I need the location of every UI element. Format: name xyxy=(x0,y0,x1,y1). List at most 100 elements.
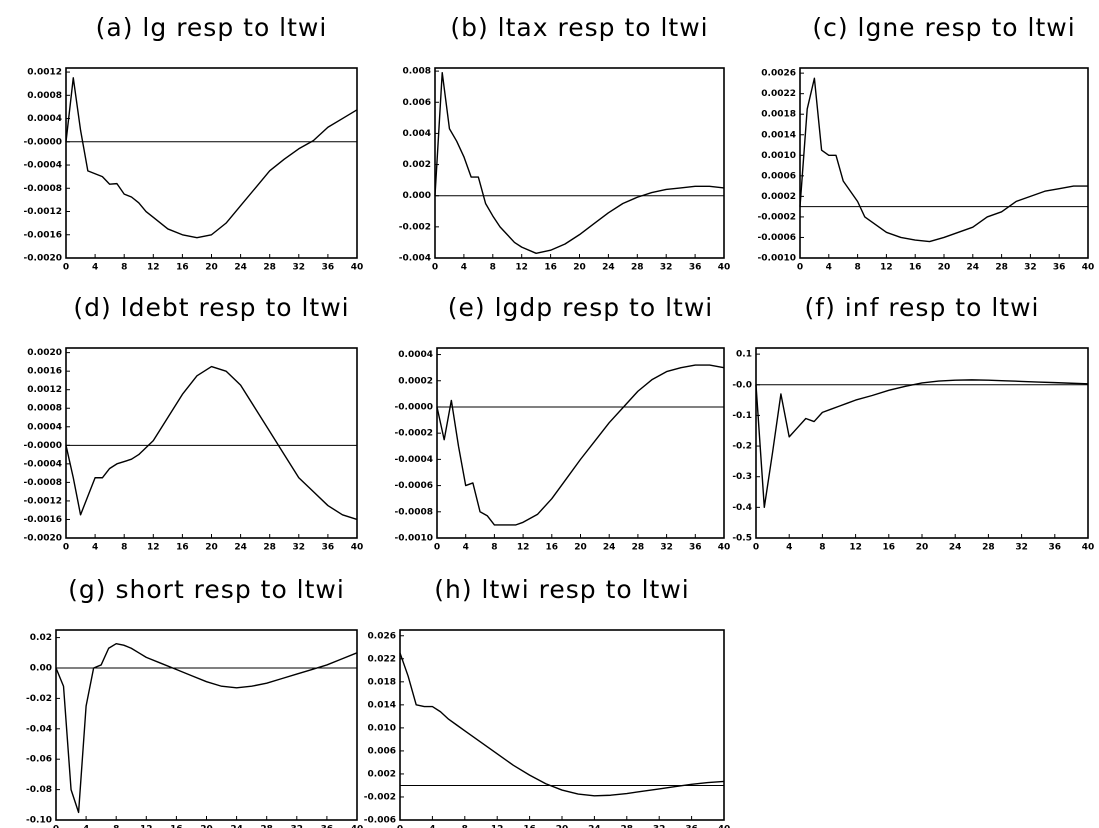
y-tick-label: -0.0004 xyxy=(24,161,62,171)
x-tick-label: 16 xyxy=(170,825,183,828)
x-tick-label: 8 xyxy=(462,825,468,828)
panel: (d) ldebt resp to ltwi 0.0020 0.0016 0.0012… xyxy=(24,293,364,553)
x-tick-label: 28 xyxy=(982,543,995,553)
y-tick-label: -0.006 xyxy=(364,816,396,826)
y-tick-label: -0.0008 xyxy=(24,478,62,488)
y-tick-label: -0.0008 xyxy=(24,184,62,194)
response-line xyxy=(436,364,725,526)
x-tick-label: 32 xyxy=(291,825,304,828)
y-tick-label: 0.0018 xyxy=(761,110,796,120)
y-tick-label: -0.0004 xyxy=(24,459,62,469)
panel: (a) lg resp to ltwi 0.0012 0.0008 0.0004 -0.… xyxy=(24,13,364,273)
y-tick-label: 0.0006 xyxy=(761,171,796,181)
panel-title: (g) short resp to ltwi xyxy=(68,575,345,604)
x-tick-label: 12 xyxy=(147,263,160,273)
response-line xyxy=(755,379,1089,509)
x-tick-label: 20 xyxy=(573,263,586,273)
plot-frame xyxy=(55,629,358,821)
plot-frame xyxy=(434,67,725,259)
y-tick-label: -0.0012 xyxy=(24,496,62,506)
x-tick-label: 12 xyxy=(517,543,530,553)
y-tick-label: -0.0000 xyxy=(24,441,62,451)
y-tick-label: -0.0020 xyxy=(24,534,62,544)
x-tick-label: 8 xyxy=(113,825,119,828)
y-tick-label: 0.0004 xyxy=(27,114,62,124)
panel-title: (e) lgdp resp to ltwi xyxy=(448,293,713,322)
x-tick-label: 20 xyxy=(205,263,218,273)
x-tick-label: 40 xyxy=(351,543,364,553)
x-tick-label: 4 xyxy=(463,543,469,553)
plot-frame xyxy=(65,347,358,539)
y-tick-label: -0.0016 xyxy=(24,515,62,525)
x-tick-label: 32 xyxy=(653,825,666,828)
y-tick-label: -0.002 xyxy=(399,222,431,232)
y-tick-label: 0.0004 xyxy=(398,350,433,360)
y-tick-label: 0.018 xyxy=(368,677,396,687)
y-tick-label: 0.00 xyxy=(30,664,52,674)
x-tick-label: 8 xyxy=(121,263,127,273)
x-tick-label: 4 xyxy=(92,263,98,273)
x-tick-label: 28 xyxy=(263,543,276,553)
x-tick-label: 16 xyxy=(176,263,189,273)
y-tick-label: 0.0012 xyxy=(27,68,62,78)
x-tick-label: 4 xyxy=(461,263,467,273)
x-tick-label: 8 xyxy=(491,543,497,553)
x-tick-label: 28 xyxy=(263,263,276,273)
y-tick-label: 0.0026 xyxy=(761,69,796,79)
x-tick-label: 40 xyxy=(1082,543,1095,553)
y-tick-label: -0.08 xyxy=(26,785,52,795)
y-tick-label: -0.06 xyxy=(26,755,52,765)
x-tick-label: 12 xyxy=(140,825,153,828)
x-tick-label: 28 xyxy=(621,825,634,828)
x-tick-label: 0 xyxy=(397,825,403,828)
y-tick-label: 0.0002 xyxy=(398,376,433,386)
x-tick-label: 12 xyxy=(491,825,504,828)
y-tick-label: -0.0000 xyxy=(395,402,433,412)
x-tick-label: 20 xyxy=(574,543,587,553)
x-tick-label: 12 xyxy=(880,263,893,273)
x-tick-label: 36 xyxy=(322,263,335,273)
y-tick-label: 0.002 xyxy=(403,160,431,170)
y-tick-label: 0.0004 xyxy=(27,422,62,432)
y-tick-label: -0.04 xyxy=(26,724,52,734)
x-tick-label: 12 xyxy=(147,543,160,553)
y-tick-label: 0.0008 xyxy=(27,404,62,414)
plot-frame xyxy=(399,629,725,821)
y-tick-label: -0.10 xyxy=(26,816,52,826)
y-tick-label: -0.0004 xyxy=(395,455,433,465)
x-tick-label: 4 xyxy=(83,825,89,828)
panel: (g) short resp to ltwi 0.02 0.00 -0.02 -0.04… xyxy=(26,575,363,828)
y-tick-label: 0.022 xyxy=(368,654,396,664)
x-tick-label: 32 xyxy=(1015,543,1028,553)
y-tick-label: -0.0000 xyxy=(24,137,62,147)
y-tick-label: -0.0 xyxy=(732,380,752,390)
x-tick-label: 16 xyxy=(546,543,559,553)
x-tick-label: 24 xyxy=(234,263,247,273)
y-tick-label: -0.2 xyxy=(732,442,752,452)
panel-title: (b) ltax resp to ltwi xyxy=(450,13,708,42)
panel: (c) lgne resp to ltwi 0.0026 0.0022 0.0018 0… xyxy=(758,13,1095,273)
panel-title: (c) lgne resp to ltwi xyxy=(812,13,1075,42)
x-tick-label: 20 xyxy=(556,825,569,828)
panel: (b) ltax resp to ltwi 0.008 0.006 0.004 0.00… xyxy=(399,13,730,273)
x-tick-label: 28 xyxy=(260,825,273,828)
x-tick-label: 8 xyxy=(490,263,496,273)
x-tick-label: 36 xyxy=(689,543,702,553)
x-tick-label: 16 xyxy=(883,543,896,553)
y-tick-label: 0.0022 xyxy=(761,89,796,99)
x-tick-label: 0 xyxy=(753,543,759,553)
y-tick-label: 0.000 xyxy=(403,191,431,201)
y-tick-label: -0.0012 xyxy=(24,207,62,217)
y-tick-label: 0.0010 xyxy=(761,151,796,161)
x-tick-label: 8 xyxy=(121,543,127,553)
x-tick-label: 4 xyxy=(429,825,435,828)
x-tick-label: 0 xyxy=(797,263,803,273)
response-line xyxy=(799,77,1088,243)
y-tick-label: 0.1 xyxy=(736,350,752,360)
x-tick-label: 28 xyxy=(631,263,644,273)
panel-title: (h) ltwi resp to ltwi xyxy=(434,575,690,604)
x-tick-label: 0 xyxy=(432,263,438,273)
y-tick-label: 0.010 xyxy=(368,723,396,733)
x-tick-label: 40 xyxy=(718,543,731,553)
